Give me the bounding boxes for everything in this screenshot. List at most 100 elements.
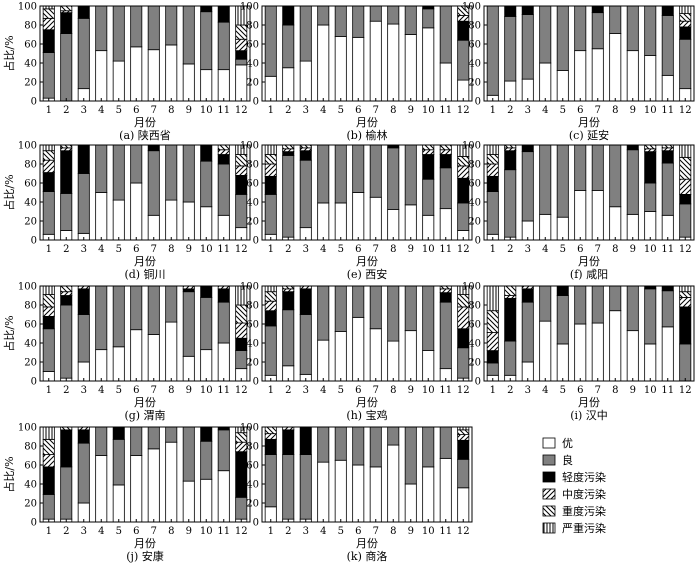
x-tick-label: 1 <box>490 105 496 116</box>
panel-caption: (d) 铜川 <box>124 267 165 281</box>
legend-swatch <box>542 488 556 500</box>
bar-segment-p1-m10-s0 <box>422 27 435 102</box>
bar-segment-p4-m2-s1 <box>282 155 295 238</box>
x-tick-label: 5 <box>560 105 566 116</box>
bar-segment-p10-m9-s1 <box>404 426 417 485</box>
plot-frame <box>39 5 251 102</box>
bar-segment-p1-m9-s0 <box>404 34 417 102</box>
bar-segment-p1-m11-s0 <box>439 62 452 102</box>
bar-segment-p5-m3-s2 <box>521 144 534 153</box>
y-tick-label: 40 <box>24 339 37 350</box>
y-tick-label: 40 <box>246 480 259 491</box>
panel-caption: (e) 西安 <box>347 267 388 281</box>
panel-caption: (b) 榆林 <box>346 128 387 142</box>
bar-segment-p7-m4-s0 <box>317 339 330 382</box>
x-tick-label: 5 <box>338 385 344 396</box>
bar-segment-p5-m9-s1 <box>626 149 639 215</box>
bar-segment-p1-m12-s2 <box>457 20 470 41</box>
bar-segment-p8-m6-s1 <box>574 285 587 325</box>
y-tick-label: 40 <box>24 480 37 491</box>
bar-segment-p10-m1-s2 <box>264 438 277 455</box>
bar-segment-p7-m11-s2 <box>439 292 452 303</box>
legend-item-2: 轻度污染 <box>542 470 606 484</box>
y-tick-label: 100 <box>462 282 481 293</box>
y-tick-label: 20 <box>468 217 481 228</box>
x-tick-label: 8 <box>168 244 174 255</box>
y-tick-label: 100 <box>240 423 259 434</box>
bar-segment-p6-m12-s2 <box>235 337 248 352</box>
bar-segment-p1-m8-s1 <box>387 5 400 25</box>
x-tick-label: 2 <box>507 385 513 396</box>
x-tick-label: 4 <box>542 385 548 396</box>
bar-segment-p4-m3-s1 <box>299 159 312 229</box>
bar-segment-p1-m6-s0 <box>352 36 365 102</box>
bar-segment-p7-m11-s1 <box>439 301 452 370</box>
bar-segment-p0-m1-s1 <box>42 52 55 99</box>
x-tick-label: 11 <box>217 244 230 255</box>
legend-item-1: 良 <box>542 453 573 467</box>
y-tick-label: 20 <box>24 358 37 369</box>
y-tick-label: 0 <box>475 377 481 388</box>
bar-segment-p5-m1-s2 <box>486 175 499 192</box>
bar-segment-p8-m8-s1 <box>609 285 622 312</box>
bar-segment-p6-m3-s1 <box>77 314 90 363</box>
bar-segment-p6-m1-s1 <box>42 328 55 372</box>
x-tick-label: 8 <box>612 385 618 396</box>
y-tick-label: 40 <box>246 59 259 70</box>
panel-caption: (g) 渭南 <box>124 409 165 422</box>
y-tick-label: 100 <box>240 141 259 152</box>
bar-segment-p4-m5-s0 <box>334 202 347 241</box>
bar-segment-p8-m10-s1 <box>644 288 657 345</box>
bar-segment-p4-m8-s1 <box>387 147 400 211</box>
legend-label: 优 <box>562 437 573 450</box>
bar-segment-p7-m7-s0 <box>369 328 382 382</box>
bar-segment-p3-m12-s2 <box>235 174 248 195</box>
bar-segment-p8-m12-s2 <box>679 306 692 345</box>
x-tick-label: 2 <box>507 244 513 255</box>
x-tick-label: 9 <box>408 526 414 537</box>
bar-segment-p10-m2-s1 <box>282 454 295 520</box>
bar-segment-p8-m8-s0 <box>609 310 622 382</box>
bar-segment-p5-m4-s0 <box>539 213 552 241</box>
x-tick-label: 4 <box>542 244 548 255</box>
x-tick-label: 8 <box>390 244 396 255</box>
bar-segment-p5-m1-s4 <box>486 154 499 165</box>
x-tick-label: 8 <box>168 526 174 537</box>
bar-segment-p1-m8-s0 <box>387 23 400 102</box>
bar-segment-p10-m3-s1 <box>299 454 312 520</box>
bar-segment-p5-m10-s3 <box>644 148 657 153</box>
x-tick-label: 6 <box>133 385 139 396</box>
x-tick-label: 9 <box>408 244 414 255</box>
bar-segment-p9-m10-s2 <box>200 426 213 442</box>
bar-segment-p7-m12-s4 <box>457 294 470 308</box>
x-tick-label: 7 <box>373 385 379 396</box>
bar-segment-p3-m10-s1 <box>200 160 213 208</box>
bar-segment-p7-m10-s1 <box>422 285 435 351</box>
bar-segment-p7-m1-s5 <box>264 285 277 293</box>
bar-segment-p10-m7-s1 <box>369 426 382 468</box>
x-tick-label: 10 <box>422 105 435 116</box>
bar-segment-p6-m12-s3 <box>235 322 248 339</box>
bar-segment-p7-m1-s4 <box>264 291 277 302</box>
bar-segment-p0-m6-s0 <box>130 46 143 102</box>
panel-caption: (j) 安康 <box>126 549 164 563</box>
bar-segment-p0-m4-s0 <box>95 50 108 102</box>
legend-item-3: 中度污染 <box>542 487 606 501</box>
bar-segment-p7-m3-s1 <box>299 314 312 375</box>
y-tick-label: 0 <box>31 236 37 247</box>
bar-segment-p2-m5-s1 <box>556 5 569 71</box>
x-tick-label: 2 <box>507 105 513 116</box>
bar-segment-p5-m12-s3 <box>679 178 692 195</box>
bar-segment-p2-m12-s2 <box>679 26 692 40</box>
bar-segment-p9-m10-s1 <box>200 440 213 480</box>
bar-segment-p2-m4-s0 <box>539 62 552 102</box>
y-tick-label: 100 <box>18 141 37 152</box>
bar-segment-p4-m1-s5 <box>264 144 277 155</box>
bar-segment-p2-m6-s0 <box>574 50 587 102</box>
bar-segment-p8-m1-s5 <box>486 285 499 312</box>
bar-segment-p3-m1-s2 <box>42 172 55 192</box>
bar-segment-p1-m2-s1 <box>282 24 295 69</box>
bar-segment-p9-m4-s0 <box>95 455 108 523</box>
y-tick-label: 0 <box>253 236 259 247</box>
